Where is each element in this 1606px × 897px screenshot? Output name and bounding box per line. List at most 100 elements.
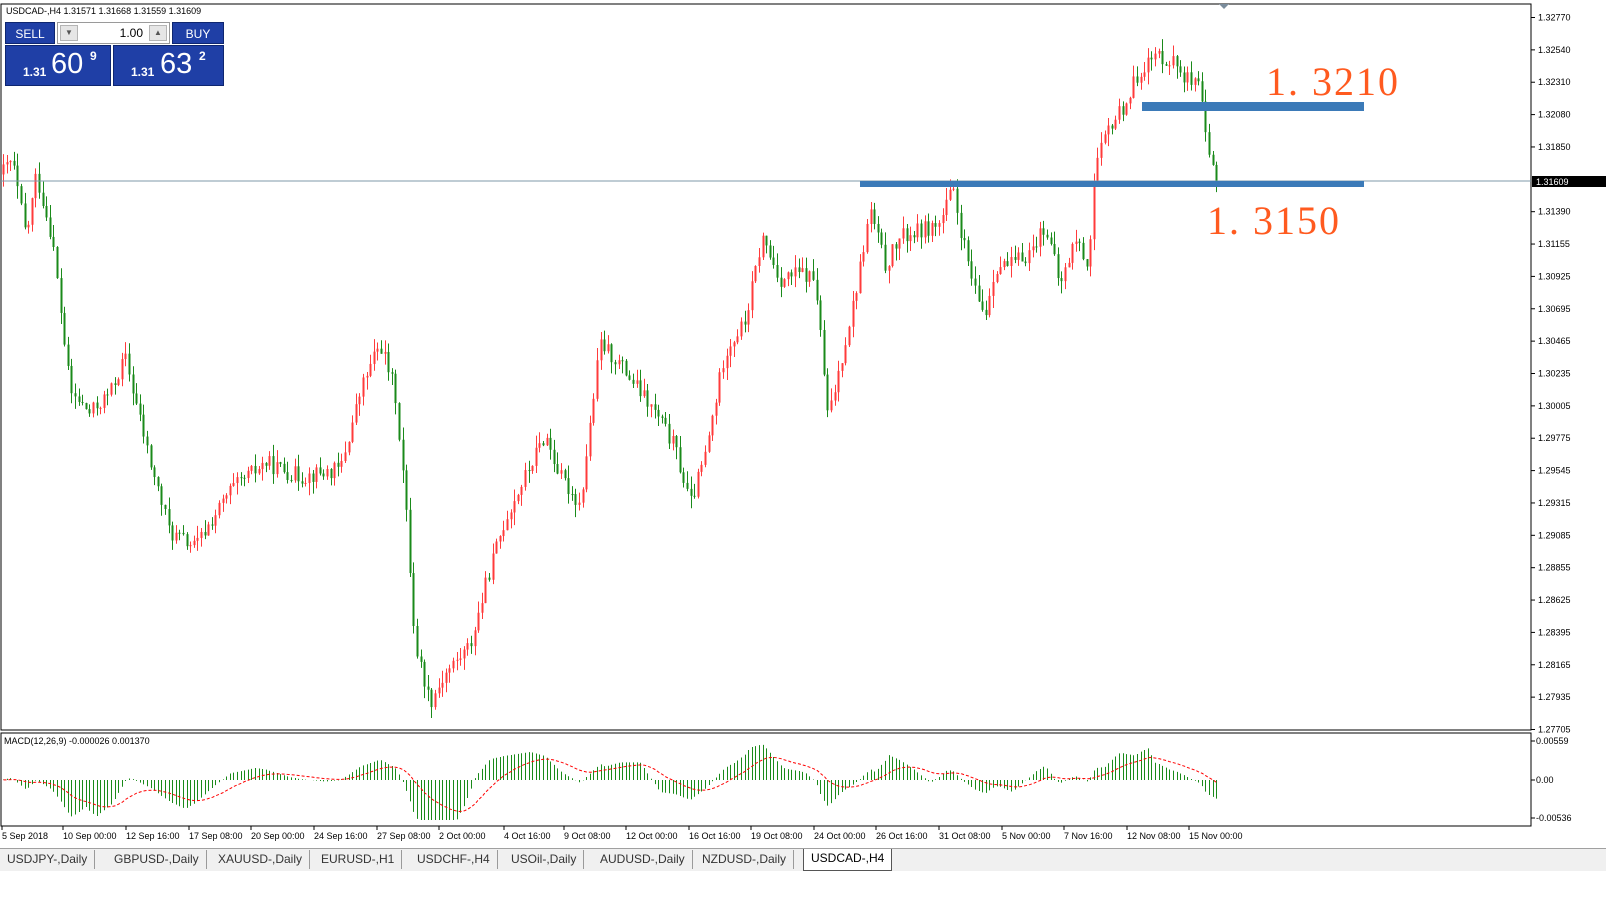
candle-body: [9, 160, 12, 163]
tab-audusd-daily[interactable]: AUDUSD-,Daily: [593, 850, 693, 869]
annotation-level-low[interactable]: 1. 3150: [1207, 198, 1341, 243]
lot-increase-icon[interactable]: ▲: [149, 25, 167, 41]
lot-size-value[interactable]: 1.00: [119, 26, 143, 40]
candle-body: [1046, 234, 1049, 238]
candle-body: [981, 301, 984, 310]
candle-body: [996, 274, 999, 282]
candle-body: [927, 221, 930, 236]
candle-body: [52, 236, 55, 247]
candle-body: [34, 173, 37, 199]
candle-body: [700, 464, 703, 472]
candle-body: [1089, 239, 1092, 267]
candle-body: [484, 577, 487, 604]
candle-body: [1093, 183, 1096, 240]
candle-body: [218, 502, 221, 516]
candle-body: [880, 232, 883, 245]
candle-body: [45, 205, 48, 218]
candle-body: [528, 470, 531, 472]
candle-body: [571, 494, 574, 496]
level-band-1-3210[interactable]: [1142, 102, 1364, 111]
candle-body: [186, 534, 189, 547]
candle-body: [762, 235, 765, 258]
time-axis[interactable]: 5 Sep 2018 10 Sep 00:00 12 Sep 16:00 17 Sep…: [1, 826, 1243, 841]
candle-body: [974, 278, 977, 286]
candle-body: [790, 272, 793, 277]
lot-decrease-icon[interactable]: ▼: [60, 25, 78, 41]
sell-button[interactable]: SELL: [5, 22, 55, 44]
price-tick-label: 1.28395: [1538, 627, 1571, 637]
candle-body: [1161, 50, 1164, 65]
candle-body: [492, 553, 495, 580]
candle-body: [380, 348, 383, 354]
candle-body: [1197, 78, 1200, 82]
candle-body: [693, 495, 696, 497]
candle-body: [772, 257, 775, 266]
tab-gbpusd-daily[interactable]: GBPUSD-,Daily: [107, 850, 207, 869]
candle-body: [520, 486, 523, 495]
price-axis[interactable]: 1.32770 1.32540 1.32310 1.32080 1.31850 1.313…: [1531, 13, 1571, 735]
candle-body: [956, 188, 959, 213]
level-band-1-3150[interactable]: [860, 181, 1364, 187]
sell-price-button[interactable]: 1.31 60 9: [5, 45, 111, 86]
candle-body: [744, 321, 747, 325]
annotation-level-high[interactable]: 1. 3210: [1266, 59, 1400, 104]
chart-shift-marker-icon[interactable]: [1219, 4, 1229, 9]
candle-body: [204, 531, 207, 536]
candle-body: [632, 379, 635, 384]
status-strip: [0, 871, 1606, 892]
tab-xauusd-daily[interactable]: XAUUSD-,Daily: [211, 850, 311, 869]
buy-button[interactable]: BUY: [172, 22, 224, 44]
candle-body: [729, 346, 732, 356]
candle-body: [697, 471, 700, 497]
candle-body: [546, 437, 549, 446]
candle-body: [279, 462, 282, 464]
price-tick-label: 1.27705: [1538, 725, 1571, 735]
candle-body: [164, 504, 167, 510]
tab-eurusd-h1[interactable]: EURUSD-,H1: [314, 850, 403, 869]
candle-body: [1035, 246, 1038, 248]
lot-size-field[interactable]: ▼ 1.00 ▲: [57, 22, 170, 44]
candle-body: [1111, 125, 1114, 129]
candle-body: [942, 215, 945, 224]
candle-body: [1143, 72, 1146, 77]
time-tick-label: 24 Sep 16:00: [314, 831, 368, 841]
candle-body: [704, 451, 707, 465]
candle-body: [106, 394, 109, 396]
candle-body: [502, 530, 505, 537]
candle-body: [765, 235, 768, 246]
candle-body: [898, 238, 901, 249]
tab-usdjpy-daily[interactable]: USDJPY-,Daily: [0, 850, 96, 869]
tab-nzdusd-daily[interactable]: NZDUSD-,Daily: [695, 850, 794, 869]
tab-usoil-daily[interactable]: USOil-,Daily: [504, 850, 585, 869]
tab-usdcad-h4[interactable]: USDCAD-,H4: [803, 849, 893, 871]
buy-price-pips: 63: [160, 48, 193, 80]
macd-signal-line: [3, 756, 1217, 813]
candle-body: [330, 469, 333, 479]
candle-body: [74, 393, 77, 397]
candle-body: [56, 246, 59, 279]
candle-body: [1082, 242, 1085, 260]
candle-body: [290, 479, 293, 481]
candle-body: [560, 470, 563, 474]
chart-tab-bar: USDJPY-,Daily GBPUSD-,Daily XAUUSD-,Daily E…: [0, 848, 1606, 871]
candle-body: [787, 272, 790, 280]
candle-body: [92, 402, 95, 414]
candle-body: [1190, 72, 1193, 85]
candle-body: [20, 186, 23, 204]
main-plot-frame: [0, 3, 1532, 731]
candle-body: [81, 402, 84, 404]
candle-body: [1147, 57, 1150, 73]
candle-body: [844, 345, 847, 364]
buy-price-button[interactable]: 1.31 63 2: [113, 45, 224, 86]
candle-body: [254, 465, 257, 474]
candle-body: [920, 223, 923, 238]
price-tick-label: 1.29085: [1538, 530, 1571, 540]
candle-body: [934, 223, 937, 227]
candle-body: [2, 164, 5, 175]
tab-usdchf-h4[interactable]: USDCHF-,H4: [410, 850, 498, 869]
candle-body: [1208, 132, 1211, 155]
candle-body: [603, 339, 606, 352]
candle-body: [1168, 65, 1171, 67]
